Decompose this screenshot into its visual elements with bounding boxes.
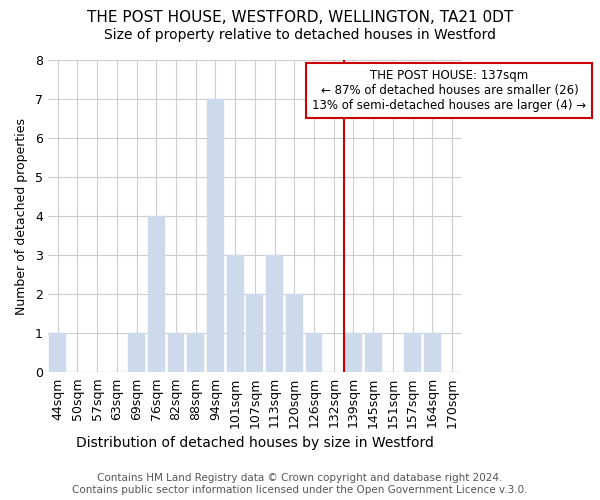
Bar [404, 334, 421, 372]
Bar [424, 334, 440, 372]
Text: Size of property relative to detached houses in Westford: Size of property relative to detached ho… [104, 28, 496, 42]
Text: THE POST HOUSE, WESTFORD, WELLINGTON, TA21 0DT: THE POST HOUSE, WESTFORD, WELLINGTON, TA… [87, 10, 513, 25]
X-axis label: Distribution of detached houses by size in Westford: Distribution of detached houses by size … [76, 436, 434, 450]
Bar [227, 255, 244, 372]
Bar [49, 334, 66, 372]
Y-axis label: Number of detached properties: Number of detached properties [15, 118, 28, 314]
Text: Contains HM Land Registry data © Crown copyright and database right 2024.
Contai: Contains HM Land Registry data © Crown c… [72, 474, 528, 495]
Text: THE POST HOUSE: 137sqm
← 87% of detached houses are smaller (26)
13% of semi-det: THE POST HOUSE: 137sqm ← 87% of detached… [313, 70, 587, 112]
Bar [187, 334, 204, 372]
Bar [286, 294, 302, 372]
Bar [148, 216, 164, 372]
Bar [247, 294, 263, 372]
Bar [305, 334, 322, 372]
Bar [345, 334, 362, 372]
Bar [266, 255, 283, 372]
Bar [365, 334, 382, 372]
Bar [207, 99, 224, 372]
Bar [128, 334, 145, 372]
Bar [167, 334, 184, 372]
